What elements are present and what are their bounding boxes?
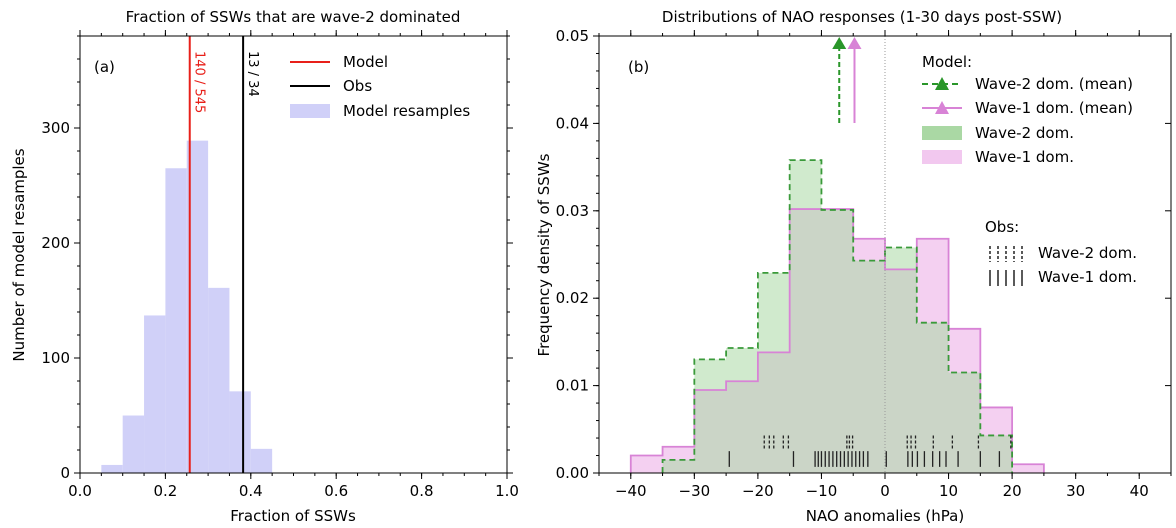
panel-a-vertical-lines: 140 / 545 13 / 34 xyxy=(188,36,260,473)
legend-obs-label: Obs xyxy=(343,77,372,95)
histogram-bar xyxy=(122,415,145,473)
legend-wave2-mean-label: Wave-2 dom. (mean) xyxy=(975,75,1133,93)
panel-a-label: (a) xyxy=(94,58,115,76)
panel-b-axes-frame xyxy=(598,35,1172,474)
panel-b: Distributions of NAO responses (1-30 day… xyxy=(535,8,1172,525)
x-tick-label: −20 xyxy=(742,482,774,500)
y-tick-label: 300 xyxy=(41,119,70,137)
panel-b-mean-arrows xyxy=(832,37,862,123)
panel-b-label: (b) xyxy=(628,58,649,76)
legend-wave2-patch-label: Wave-2 dom. xyxy=(975,124,1074,142)
x-tick-label: 0.8 xyxy=(410,482,434,500)
legend-obs-wave2-swatch xyxy=(989,246,1023,262)
legend-wave1-patch-label: Wave-1 dom. xyxy=(975,148,1074,166)
histogram-bar xyxy=(208,287,230,473)
x-tick-label: 10 xyxy=(939,482,958,500)
histogram-bar xyxy=(101,464,123,473)
x-tick-label: 0.6 xyxy=(324,482,348,500)
y-tick-label: 0.03 xyxy=(556,202,589,220)
panel-a-ylabel: Number of model resamples xyxy=(10,148,28,361)
histogram-bar xyxy=(186,140,209,473)
x-tick-label: 20 xyxy=(1003,482,1022,500)
vline-label-model: 140 / 545 xyxy=(192,51,207,113)
legend-obs-header: Obs: xyxy=(985,218,1019,236)
legend-wave1-mean-label: Wave-1 dom. (mean) xyxy=(975,99,1133,117)
histogram-bar xyxy=(229,391,251,473)
x-tick-label: 1.0 xyxy=(495,482,519,500)
legend-wave2-mean-marker xyxy=(935,77,949,90)
panel-b-ylabel: Frequency density of SSWs xyxy=(535,153,553,356)
y-tick-label: 0.04 xyxy=(556,114,589,132)
panel-a-histogram xyxy=(101,140,273,473)
legend-wave1-mean-marker xyxy=(935,101,949,114)
legend-wave1-patch xyxy=(922,150,962,164)
legend-model-header: Model: xyxy=(922,53,972,71)
panel-a: Fraction of SSWs that are wave-2 dominat… xyxy=(10,8,519,525)
x-tick-label: −30 xyxy=(679,482,711,500)
panel-a-title: Fraction of SSWs that are wave-2 dominat… xyxy=(126,8,461,26)
legend-resamples-swatch xyxy=(290,104,330,118)
histogram-bar xyxy=(250,448,273,473)
panel-b-histograms xyxy=(629,36,1045,473)
panel-b-obs-ticks xyxy=(728,433,1012,467)
x-tick-label: −40 xyxy=(615,482,647,500)
y-tick-label: 0.02 xyxy=(556,289,589,307)
y-tick-label: 200 xyxy=(41,234,70,252)
panel-b-xlabel: NAO anomalies (hPa) xyxy=(806,507,964,525)
panel-a-ticks: 0.0 0.2 0.4 0.6 0.8 1.0 0 100 200 300 xyxy=(41,30,519,500)
y-tick-label: 0.05 xyxy=(556,27,589,45)
panel-a-axes-frame xyxy=(79,35,508,474)
panel-a-legend: Model Obs Model resamples xyxy=(290,53,470,120)
x-tick-label: 30 xyxy=(1066,482,1085,500)
panel-b-legend: Model: Wave-2 dom. (mean) Wave-1 dom. (m… xyxy=(922,53,1137,286)
x-tick-label: 40 xyxy=(1130,482,1149,500)
wave2-histogram-edge xyxy=(661,159,1014,473)
mean-arrow-head-wave1 xyxy=(847,37,862,49)
histogram-bar xyxy=(144,315,166,473)
panel-b-title: Distributions of NAO responses (1-30 day… xyxy=(662,8,1062,26)
legend-obs-wave1-swatch xyxy=(989,270,1023,286)
legend-obs-wave1-label: Wave-1 dom. xyxy=(1038,268,1137,286)
y-tick-label: 0 xyxy=(60,464,70,482)
legend-model-label: Model xyxy=(343,53,388,71)
panel-b-ticks: −40 −30 −20 −10 0 10 20 30 40 0.00 0.01 0.02 0.03 0.0… xyxy=(556,27,1172,500)
vline-label-obs: 13 / 34 xyxy=(245,51,260,97)
x-tick-label: −10 xyxy=(806,482,838,500)
wave2-histogram-fill xyxy=(662,160,1013,473)
x-tick-label: 0.2 xyxy=(153,482,177,500)
mean-arrow-head-wave2 xyxy=(832,37,847,49)
x-tick-label: 0.0 xyxy=(68,482,92,500)
x-tick-label: 0 xyxy=(880,482,890,500)
panel-a-xlabel: Fraction of SSWs xyxy=(230,507,356,525)
y-tick-label: 0.01 xyxy=(556,377,589,395)
x-tick-label: 0.4 xyxy=(239,482,263,500)
legend-obs-wave2-label: Wave-2 dom. xyxy=(1038,244,1137,262)
y-tick-label: 100 xyxy=(41,349,70,367)
legend-resamples-label: Model resamples xyxy=(343,102,470,120)
y-tick-label: 0.00 xyxy=(556,464,589,482)
histogram-bar xyxy=(165,168,187,473)
legend-wave2-patch xyxy=(922,126,962,140)
